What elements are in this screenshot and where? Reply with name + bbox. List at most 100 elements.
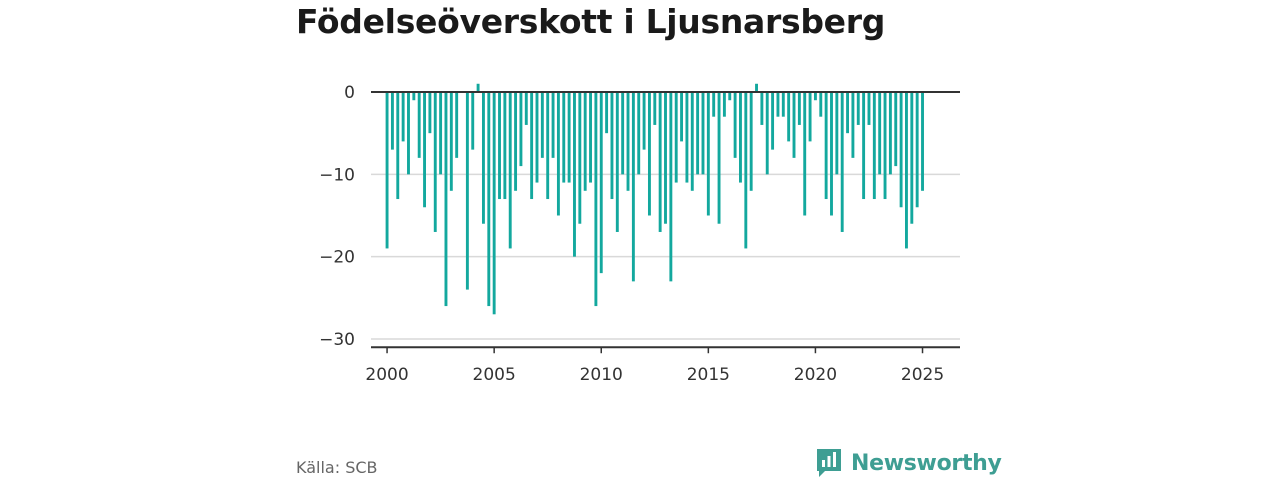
bar (856, 92, 860, 125)
newsworthy-logo-icon (817, 449, 841, 477)
bar (696, 92, 700, 175)
bar (803, 92, 807, 216)
bar (846, 92, 850, 134)
bar (524, 92, 528, 125)
source-note: Källa: SCB (296, 458, 378, 477)
bar (647, 92, 651, 216)
bar (626, 92, 630, 191)
bar (921, 92, 924, 191)
bar (664, 92, 667, 224)
bar (476, 83, 480, 92)
bar (498, 92, 501, 200)
bar (428, 92, 432, 134)
bar (840, 92, 844, 232)
bar (706, 92, 710, 216)
bar (760, 92, 764, 125)
bar (776, 92, 780, 117)
bar (808, 92, 812, 142)
bar (396, 92, 400, 200)
bar (910, 92, 914, 224)
bar (685, 92, 689, 183)
bar (589, 92, 592, 183)
x-tick-label: 2020 (794, 365, 837, 385)
bar (578, 92, 582, 224)
bar (562, 92, 566, 183)
bar (385, 92, 389, 249)
bar (787, 92, 791, 142)
bar (390, 92, 394, 150)
bar (658, 92, 662, 232)
bar (621, 92, 625, 175)
y-tick-labels: 0 −10 −20 −30 (319, 83, 355, 350)
brand-name: Newsworthy (851, 450, 1002, 476)
bar (514, 92, 518, 191)
bar (690, 92, 694, 191)
bar (535, 92, 539, 183)
bar (824, 92, 828, 200)
bar (872, 92, 876, 200)
bar (765, 92, 769, 175)
bar (573, 92, 576, 257)
bar (712, 92, 716, 117)
bar (797, 92, 801, 125)
bar (423, 92, 426, 208)
bar (508, 92, 512, 249)
bar (615, 92, 619, 232)
bar (851, 92, 855, 158)
bar (412, 92, 416, 101)
bar (878, 92, 882, 175)
bar (722, 92, 726, 117)
y-tick-label: −10 (319, 165, 355, 185)
bar (465, 92, 469, 290)
bar (733, 92, 737, 158)
bar (781, 92, 785, 117)
bar (481, 92, 485, 224)
bar (899, 92, 903, 208)
bar (728, 92, 732, 101)
bar (487, 92, 491, 307)
bar (642, 92, 646, 150)
bars (385, 83, 924, 315)
bar (755, 83, 758, 92)
bar (631, 92, 635, 282)
bar (455, 92, 459, 158)
bar (883, 92, 887, 200)
bar (830, 92, 833, 216)
y-tick-label: −20 (319, 248, 355, 268)
bar (669, 92, 673, 282)
bar (605, 92, 609, 134)
bar (674, 92, 678, 183)
bar (653, 92, 657, 125)
bar (717, 92, 721, 224)
bar (819, 92, 823, 117)
bar (503, 92, 507, 200)
x-tick-label: 2015 (687, 365, 730, 385)
bar (610, 92, 614, 200)
bar (867, 92, 871, 125)
bar (744, 92, 748, 249)
x-tick-labels: 2000 2005 2010 2015 2020 2025 (365, 365, 944, 385)
bar (417, 92, 421, 158)
bar (530, 92, 534, 200)
bar (905, 92, 908, 249)
bar (813, 92, 817, 101)
bar (862, 92, 866, 200)
chart-title: Födelseöverskott i Ljusnarsberg (296, 2, 886, 41)
bar (471, 92, 475, 150)
bar (739, 92, 742, 183)
bar (792, 92, 796, 158)
bar (771, 92, 775, 150)
y-tick-label: −30 (319, 330, 355, 350)
bar (407, 92, 410, 175)
bar (433, 92, 437, 232)
bar (637, 92, 641, 175)
x-tick-label: 2025 (901, 365, 944, 385)
x-tick-label: 2000 (365, 365, 408, 385)
bar (835, 92, 839, 175)
bar (680, 92, 684, 142)
bar (492, 92, 496, 315)
bar (888, 92, 892, 175)
bar (583, 92, 587, 191)
bar (551, 92, 555, 158)
